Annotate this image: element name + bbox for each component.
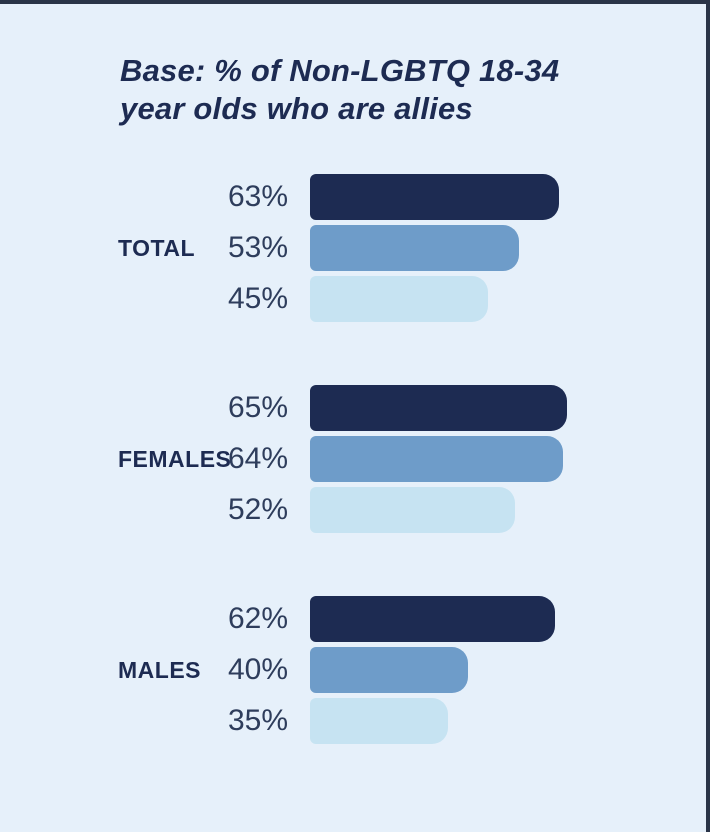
bar-rows: 62% 40% 35% — [160, 596, 705, 744]
bar — [310, 225, 520, 271]
bar — [310, 698, 449, 744]
bar-row: 62% — [160, 596, 705, 642]
bar — [310, 385, 567, 431]
group-label: FEMALES — [118, 445, 232, 472]
bar-row: 52% — [160, 487, 705, 533]
bar-group-total: TOTAL 63% 53% 45% — [0, 174, 706, 322]
bar-track — [310, 487, 705, 533]
bar-row: 40% — [160, 647, 705, 693]
bar — [310, 174, 559, 220]
bar-group-females: FEMALES 65% 64% 52% — [0, 385, 706, 533]
bar-value-label: 45% — [227, 282, 288, 315]
group-label: MALES — [118, 656, 201, 683]
bar-value-label: 64% — [227, 442, 288, 475]
bar — [310, 276, 488, 322]
bar-track — [310, 225, 705, 271]
bar-track — [310, 276, 705, 322]
bar-row: 53% — [160, 225, 705, 271]
bar — [310, 647, 468, 693]
bar-rows: 65% 64% 52% — [160, 385, 705, 533]
bar-value-label: 35% — [227, 704, 288, 737]
bar-row: 63% — [160, 174, 705, 220]
bar-track — [310, 385, 705, 431]
bar-chart: TOTAL 63% 53% 45% FEMALES 65% 64% 52% MALES 62% 40… — [0, 4, 706, 832]
bar-rows: 63% 53% 45% — [160, 174, 705, 322]
chart-title: Base: % of Non-LGBTQ 18-34 year olds who… — [120, 53, 560, 127]
bar-value-label: 65% — [227, 391, 288, 424]
bar-value-label: 53% — [227, 231, 288, 264]
bar-track — [310, 698, 705, 744]
bar-track — [310, 436, 705, 482]
bar-group-males: MALES 62% 40% 35% — [0, 596, 706, 744]
bar-value-label: 62% — [227, 602, 288, 635]
group-label: TOTAL — [118, 234, 196, 261]
bar-row: 45% — [160, 276, 705, 322]
bar-value-label: 40% — [227, 653, 288, 686]
bar-value-label: 52% — [227, 493, 288, 526]
bar-value-label: 63% — [227, 180, 288, 213]
bar — [310, 596, 555, 642]
bar-track — [310, 596, 705, 642]
bar-row: 64% — [160, 436, 705, 482]
bar-row: 65% — [160, 385, 705, 431]
bar-track — [310, 174, 705, 220]
bar — [310, 487, 516, 533]
bar-track — [310, 647, 705, 693]
bar — [310, 436, 563, 482]
bar-row: 35% — [160, 698, 705, 744]
